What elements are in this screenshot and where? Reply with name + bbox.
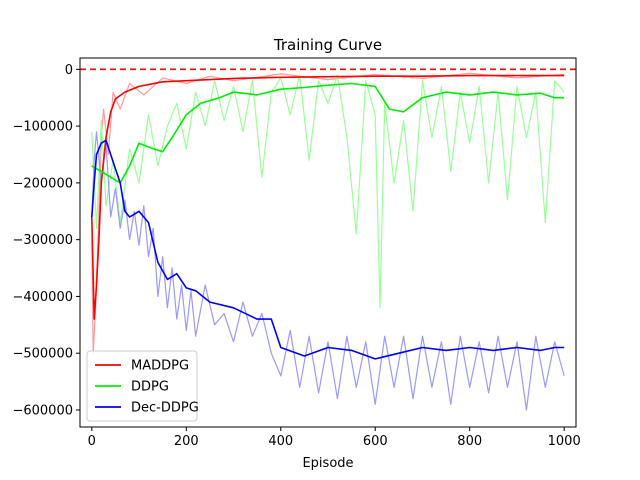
legend-box	[86, 350, 198, 422]
ddpg-smoothed-line	[91, 82, 565, 184]
plot-area	[80, 68, 576, 411]
legend: MADDPG DDPG Dec-DDPG	[86, 350, 199, 422]
y-tick-label: −500000	[12, 347, 73, 362]
x-tick-label: 800	[457, 434, 482, 449]
legend-label-maddpg: MADDPG	[131, 359, 189, 374]
ddpg-raw-line	[91, 74, 565, 309]
x-tick-label: 600	[363, 434, 388, 449]
legend-label-ddpg: DDPG	[131, 380, 169, 395]
x-tick-label: 200	[174, 434, 199, 449]
legend-label-dec-ddpg: Dec-DDPG	[131, 401, 199, 416]
y-tick-label: −100000	[12, 120, 73, 135]
x-axis-ticks: 0 200 400 600 800 1000	[88, 427, 581, 449]
x-tick-label: 0	[88, 434, 96, 449]
axes-frame	[79, 57, 577, 428]
chart-title: Training Curve	[273, 36, 382, 54]
y-tick-label: −200000	[12, 176, 73, 191]
y-tick-label: 0	[65, 63, 73, 78]
x-tick-label: 1000	[548, 434, 581, 449]
y-tick-label: −600000	[12, 403, 73, 418]
dec-ddpg-smoothed-line	[91, 139, 565, 360]
y-tick-label: −300000	[12, 233, 73, 248]
maddpg-smoothed-line	[91, 74, 565, 320]
x-tick-label: 400	[268, 434, 293, 449]
smoothed-series-layer	[91, 74, 565, 360]
x-axis-label: Episode	[302, 456, 353, 471]
dec-ddpg-raw-line	[91, 131, 565, 411]
y-tick-label: −400000	[12, 290, 73, 305]
y-axis-ticks: 0 −100000 −200000 −300000 −400000 −500000 −600…	[12, 63, 80, 418]
